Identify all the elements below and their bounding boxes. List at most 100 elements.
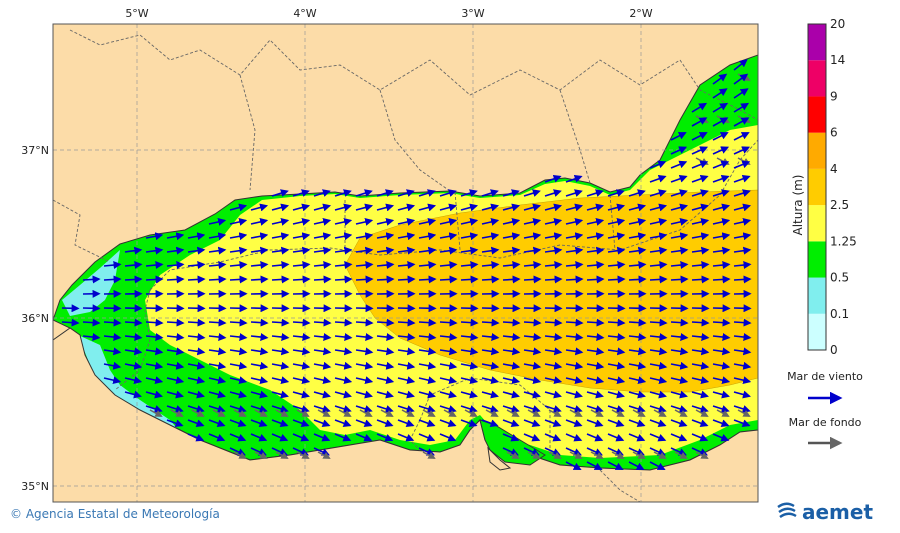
wind-sea-arrow <box>187 333 206 341</box>
wind-sea-arrow <box>733 88 749 99</box>
wind-sea-arrow <box>670 146 688 155</box>
wind-sea-arrow <box>691 174 709 183</box>
swell-arrow <box>506 451 520 459</box>
wind-sea-arrow <box>229 318 248 327</box>
wind-sea-arrow <box>292 203 311 212</box>
wind-sea-arrow <box>250 246 269 255</box>
colorbar-tick-label: 0 <box>830 343 838 357</box>
swell-arrow <box>527 451 541 459</box>
wind-sea-arrow <box>607 203 626 212</box>
wind-sea-arrow <box>586 232 605 241</box>
wind-sea-arrow <box>712 433 730 442</box>
wind-sea-arrow <box>712 189 730 197</box>
wind-sea-arrow <box>187 433 205 442</box>
wind-sea-arrow <box>313 261 332 270</box>
aemet-logo: aemet <box>776 500 873 524</box>
wind-sea-arrow <box>523 333 542 341</box>
swell-arrow <box>254 409 268 417</box>
wind-sea-arrow <box>124 261 143 270</box>
wind-sea-arrow <box>124 333 143 341</box>
wind-sea-arrow <box>670 217 689 226</box>
wind-sea-arrow <box>376 419 394 428</box>
wind-sea-arrow <box>355 390 373 399</box>
colorbar-segment <box>808 205 826 242</box>
wind-sea-arrow <box>586 246 605 255</box>
wind-sea-arrow <box>376 376 395 385</box>
wind-sea-arrow <box>334 261 353 270</box>
wind-sea-arrow <box>691 433 709 442</box>
wind-sea-arrow <box>124 361 143 370</box>
wind-sea-arrow <box>376 261 395 270</box>
wind-sea-arrow <box>229 217 248 226</box>
wind-sea-arrow <box>103 361 122 370</box>
wind-sea-arrow <box>628 361 647 370</box>
wind-sea-arrow <box>187 419 205 428</box>
wind-sea-arrow <box>649 419 667 428</box>
wind-sea-arrow <box>229 275 248 284</box>
wind-sea-arrow <box>544 275 563 284</box>
wind-sea-arrow <box>418 232 437 241</box>
swell-arrow <box>275 409 289 417</box>
wind-sea-arrow <box>124 390 142 399</box>
wind-sea-arrow <box>292 275 311 284</box>
swell-arrow <box>422 451 436 459</box>
wind-sea-arrow <box>586 461 603 471</box>
wind-sea-arrow <box>586 390 604 399</box>
wind-sea-arrow <box>418 246 437 255</box>
wind-sea-arrow <box>733 232 752 241</box>
wind-sea-arrow <box>586 376 605 385</box>
wind-sea-arrow <box>334 390 352 399</box>
wind-sea-arrow <box>712 347 731 356</box>
wind-sea-arrow <box>208 376 227 385</box>
wind-sea-arrow <box>649 246 668 255</box>
swell-arrow <box>653 409 667 417</box>
wind-sea-arrow <box>523 246 542 255</box>
wind-sea-arrow <box>250 217 269 226</box>
wind-sea-arrow <box>649 203 668 212</box>
colorbar-tick-label: 4 <box>830 162 838 176</box>
wind-sea-arrow <box>187 347 206 356</box>
wind-sea-arrow <box>208 246 227 255</box>
wind-sea-arrow <box>481 390 499 399</box>
wind-sea-arrow <box>733 189 751 197</box>
wind-sea-arrow <box>187 275 206 284</box>
wind-sea-arrow <box>481 217 500 226</box>
colorbar-tick-label: 0.1 <box>830 307 849 321</box>
wind-sea-arrow <box>523 376 542 385</box>
wind-sea-arrow <box>376 246 395 255</box>
wind-sea-arrow <box>712 102 729 113</box>
wind-sea-arrow <box>334 376 353 385</box>
land-south <box>53 327 758 502</box>
swell-arrow <box>590 409 604 417</box>
wind-sea-arrow <box>439 275 458 284</box>
wind-sea-arrow <box>103 333 122 341</box>
wind-sea-arrow <box>544 261 563 270</box>
wind-sea-arrow <box>145 275 164 284</box>
wind-sea-arrow <box>271 433 289 442</box>
wind-sea-arrow <box>544 390 562 399</box>
aemet-logo-icon <box>777 502 797 518</box>
wind-sea-arrow <box>607 461 624 471</box>
wind-sea-arrow <box>670 174 688 183</box>
high-wave-zone <box>344 189 758 393</box>
wind-sea-arrow <box>670 275 689 284</box>
wind-sea-arrow <box>250 261 269 270</box>
wind-sea-arrow <box>649 461 666 471</box>
wind-sea-arrow <box>628 318 647 327</box>
wind-sea-arrow <box>628 461 645 471</box>
wind-sea-arrow <box>250 361 269 370</box>
wind-sea-arrow <box>649 189 667 197</box>
swell-arrow <box>632 409 646 417</box>
wind-sea-arrow <box>691 246 710 255</box>
swell-arrow <box>212 409 226 417</box>
wind-sea-arrow <box>460 261 479 270</box>
wind-sea-arrow <box>313 347 332 356</box>
wind-sea-arrow <box>271 419 289 428</box>
swell-arrow <box>653 451 667 459</box>
wind-sea-arrow <box>733 333 752 341</box>
wind-sea-arrow <box>145 246 164 255</box>
wind-sea-arrow <box>313 390 331 399</box>
wind-sea-arrow <box>523 203 542 212</box>
wind-sea-arrow <box>460 333 479 341</box>
wind-sea-arrow <box>565 347 584 356</box>
